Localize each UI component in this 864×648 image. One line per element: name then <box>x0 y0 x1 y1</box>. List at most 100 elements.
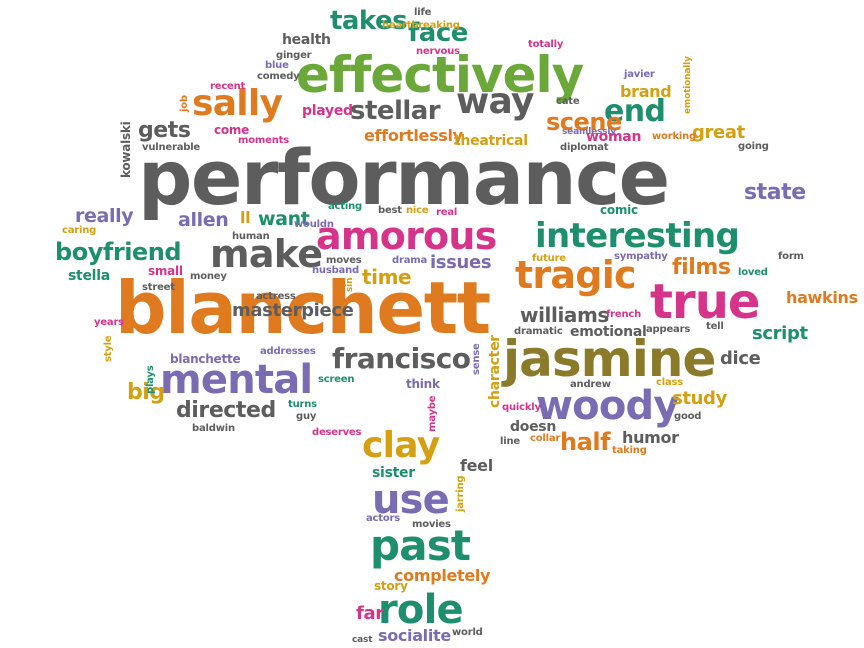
word-way: way <box>456 81 534 122</box>
word-stella: stella <box>68 268 110 284</box>
word-actress: actress <box>256 291 296 302</box>
word-deserves: deserves <box>312 427 362 438</box>
word-jasmine: jasmine <box>503 330 716 388</box>
word-years: years <box>94 317 124 328</box>
word-totally: totally <box>528 39 564 50</box>
word-blanchett: blanchett <box>115 266 491 350</box>
word-half: half <box>560 428 611 456</box>
word-caring: caring <box>62 225 97 236</box>
word-maybe: maybe <box>427 395 438 432</box>
word-world: world <box>452 627 483 638</box>
word-woody: woody <box>536 383 679 429</box>
word-come: come <box>214 123 250 137</box>
word-ginger: ginger <box>276 50 312 61</box>
word-humor: humor <box>622 428 679 447</box>
word-sin: sin <box>345 277 355 292</box>
word-addresses: addresses <box>260 346 316 357</box>
word-comedy: comedy <box>257 71 300 82</box>
word-life: life <box>414 7 432 18</box>
word-blue: blue <box>265 60 289 71</box>
word-scene: scene <box>546 108 622 136</box>
word-french: french <box>606 309 642 320</box>
word-time: time <box>362 265 412 289</box>
word-boyfriend: boyfriend <box>55 238 182 266</box>
word-actors: actors <box>366 513 401 524</box>
word-husband: husband <box>312 265 359 276</box>
word-gets: gets <box>138 118 191 143</box>
word-big: big <box>127 380 165 405</box>
word-theatrical: theatrical <box>454 133 528 149</box>
word-going: going <box>738 141 769 152</box>
word-stellar: stellar <box>350 96 441 126</box>
word-moments: moments <box>238 135 289 146</box>
word-form: form <box>778 251 804 262</box>
word-role: role <box>378 587 464 633</box>
word-story: story <box>374 579 408 593</box>
word-character: character <box>487 335 503 408</box>
word-doesn: doesn <box>510 419 557 435</box>
word-sally: sally <box>192 83 283 124</box>
word-state: state <box>744 180 806 205</box>
word-real: real <box>436 207 458 218</box>
word-takes: takes <box>330 6 408 36</box>
word-hawkins: hawkins <box>786 288 858 307</box>
word-sister: sister <box>372 465 415 481</box>
word-study: study <box>672 388 727 409</box>
word-script: script <box>752 323 808 344</box>
word-money: money <box>190 271 227 282</box>
word-interesting: interesting <box>535 216 740 256</box>
word-kowalski: kowalski <box>119 121 133 178</box>
word-past: past <box>370 521 471 570</box>
word-nervous: nervous <box>416 46 460 57</box>
word-screen: screen <box>318 374 355 385</box>
word-performance: performance <box>138 133 670 222</box>
word-woman: woman <box>586 129 642 145</box>
word-plays: plays <box>145 365 156 395</box>
word-dice: dice <box>720 348 761 369</box>
word-socialite: socialite <box>378 626 451 645</box>
word-seamlessly: seamlessly <box>562 127 616 137</box>
word-collar: collar <box>530 433 561 444</box>
word-baldwin: baldwin <box>192 423 235 434</box>
word-drama: drama <box>392 255 428 266</box>
word-human: human <box>232 231 270 242</box>
word-guy: guy <box>296 411 317 422</box>
word-comic: comic <box>600 203 638 217</box>
word-line: line <box>500 436 520 447</box>
word-blanchette: blanchette <box>170 352 241 366</box>
word-movies: movies <box>412 519 451 530</box>
word-turns: turns <box>288 399 317 410</box>
word-nice: nice <box>406 205 429 216</box>
word-best: best <box>378 205 402 216</box>
word-williams: williams <box>520 303 609 327</box>
word-andrew: andrew <box>570 379 611 390</box>
word-jarring: jarring <box>455 475 466 512</box>
word-moves: moves <box>326 255 362 266</box>
word-want: want <box>258 208 310 230</box>
word-tell: tell <box>706 321 724 332</box>
word-francisco: francisco <box>332 342 471 375</box>
word-directed: directed <box>176 398 276 423</box>
word-acting: acting <box>328 201 362 212</box>
word-brand: brand <box>620 82 672 101</box>
word-emotional: emotional <box>570 324 647 340</box>
word-job: job <box>179 95 190 112</box>
word-loved: loved <box>738 267 768 278</box>
word-make: make <box>210 232 323 276</box>
word-heartbreaking: heartbreaking <box>382 20 460 31</box>
word-dramatic: dramatic <box>514 326 563 337</box>
word-tragic: tragic <box>515 253 637 297</box>
word-mental: mental <box>160 357 313 403</box>
word-great: great <box>692 122 745 143</box>
word-working: working <box>652 131 696 142</box>
word-true: true <box>650 274 760 330</box>
word-feel: feel <box>460 456 493 475</box>
word-emotionally: emotionally <box>683 56 693 114</box>
word-use: use <box>372 477 450 523</box>
word-ll: ll <box>240 208 251 227</box>
word-diplomat: diplomat <box>560 142 609 153</box>
word-played: played <box>302 103 353 119</box>
word-think: think <box>406 377 440 391</box>
word-cate: cate <box>556 96 580 107</box>
